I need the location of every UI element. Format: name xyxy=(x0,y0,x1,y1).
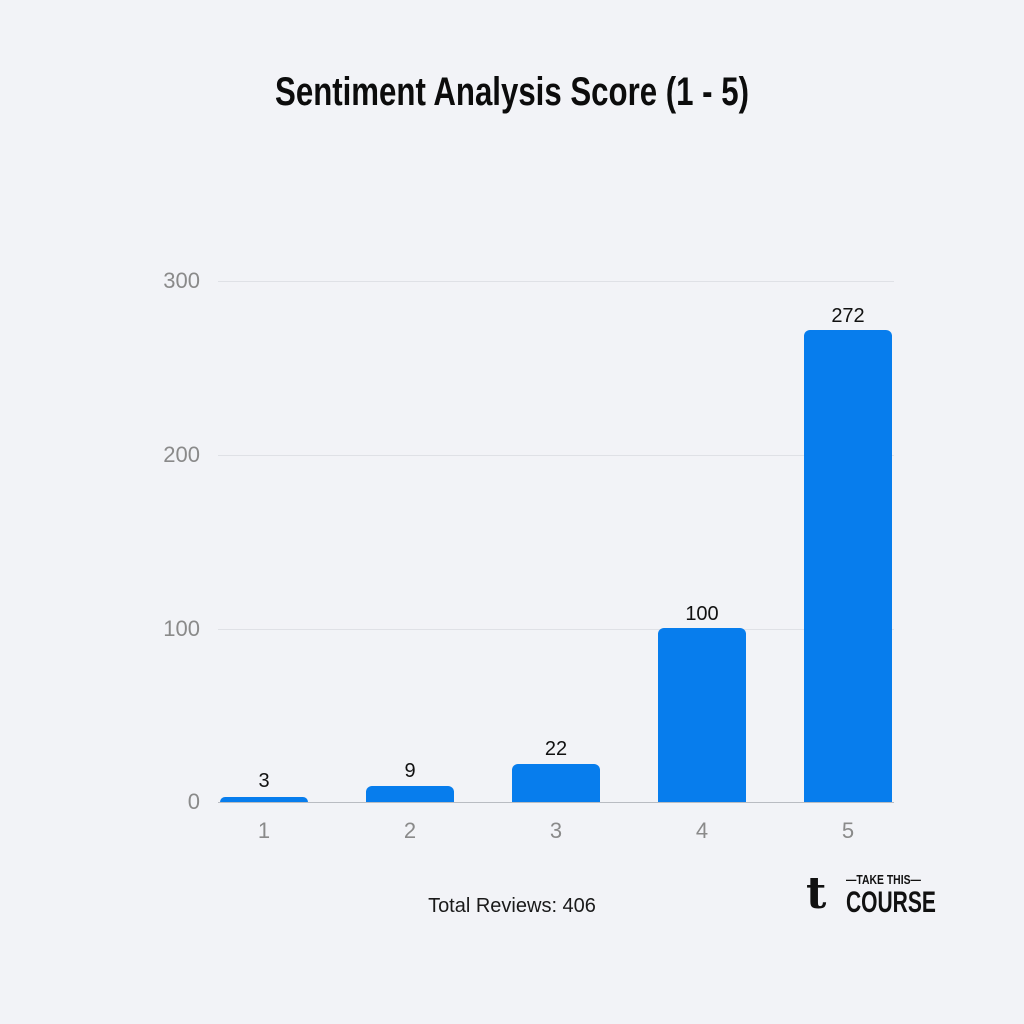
bar-score-5 xyxy=(804,330,892,802)
x-tick-label: 2 xyxy=(403,818,417,843)
chart-title: Sentiment Analysis Score (1 - 5) xyxy=(275,70,749,114)
total-reviews-label: Total Reviews: 406 xyxy=(428,895,596,917)
bar-score-3 xyxy=(512,764,600,802)
logo-small-text: —TAKE THIS— xyxy=(846,872,921,887)
take-this-course-logo: t —TAKE THIS— COURSE xyxy=(806,868,936,924)
gridline-200 xyxy=(218,455,894,456)
y-tick-label: 0 xyxy=(187,789,200,814)
bar-score-1 xyxy=(220,797,308,802)
y-tick-label: 100 xyxy=(163,616,200,641)
gridline-300 xyxy=(218,281,894,282)
logo-t-icon: t xyxy=(806,868,827,919)
x-tick-label: 1 xyxy=(257,818,271,843)
y-tick-label: 300 xyxy=(163,268,200,293)
gridline-100 xyxy=(218,629,894,630)
bar-value-label: 100 xyxy=(685,603,719,625)
bar-score-2 xyxy=(366,786,454,802)
bar-score-4 xyxy=(658,628,746,802)
logo-big-text: COURSE xyxy=(846,886,936,919)
bar-value-label: 3 xyxy=(258,770,270,792)
x-tick-label: 3 xyxy=(549,818,563,843)
bar-value-label: 272 xyxy=(831,305,865,327)
x-tick-label: 5 xyxy=(841,818,855,843)
y-tick-label: 200 xyxy=(163,442,200,467)
x-axis-line xyxy=(218,802,894,803)
x-tick-label: 4 xyxy=(695,818,709,843)
bar-value-label: 22 xyxy=(544,738,568,760)
bar-value-label: 9 xyxy=(404,760,416,782)
